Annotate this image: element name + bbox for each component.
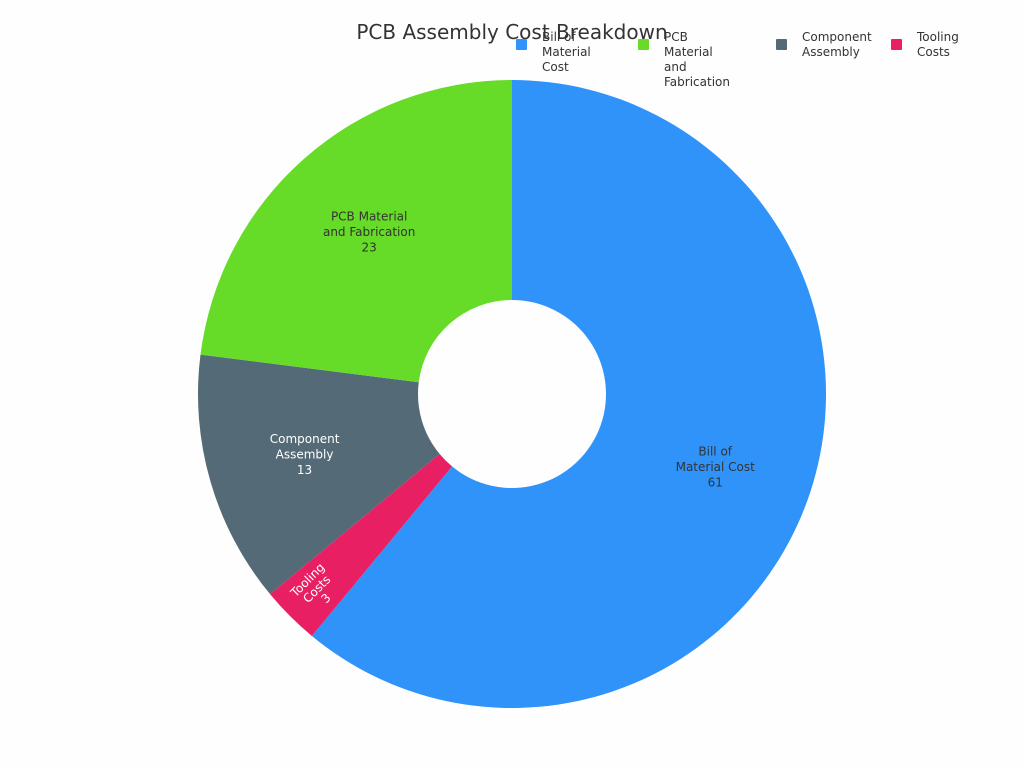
pie-slice[interactable] [198,354,440,595]
legend-label: Tooling Costs [917,30,959,59]
pie-slice[interactable] [311,80,827,708]
legend-swatch [516,39,527,50]
legend-swatch [776,39,787,50]
chart-title: PCB Assembly Cost Breakdown [356,20,668,44]
slice-label: Bill of Material Cost 61 [676,445,756,490]
legend-swatch [638,39,649,50]
legend-swatch [891,39,902,50]
pie-slice[interactable] [270,453,453,636]
slice-label: PCB Material and Fabrication 23 [323,209,415,254]
pie-slice[interactable] [200,80,512,383]
legend-label: PCB Material and Fabrication [664,30,730,89]
slice-label: Component Assembly 13 [270,432,340,477]
legend-label: Bill of Material Cost [542,30,591,74]
legend-label: Component Assembly [802,30,872,59]
